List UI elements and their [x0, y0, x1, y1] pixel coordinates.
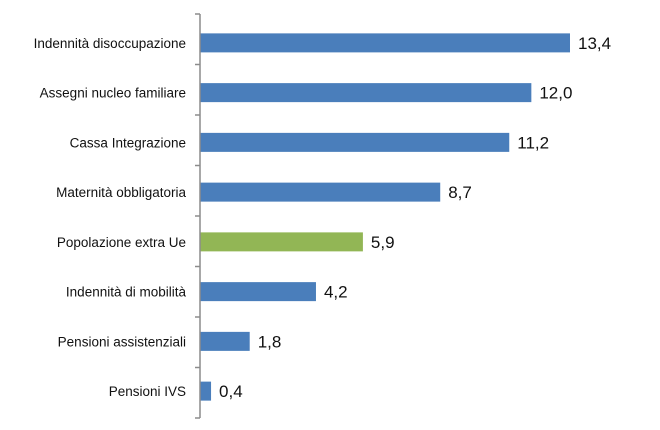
value-label: 0,4 [219, 382, 243, 401]
value-label: 1,8 [258, 332, 282, 351]
bar-8 [200, 381, 212, 401]
value-label: 11,2 [517, 133, 549, 152]
category-label: Indennità di mobilità [66, 285, 187, 300]
value-label: 12,0 [539, 84, 572, 103]
category-label: Pensioni assistenziali [58, 334, 186, 349]
category-axis [195, 13, 201, 419]
bar-5 [200, 232, 363, 252]
bar-2 [200, 83, 532, 103]
category-label: Popolazione extra Ue [57, 235, 186, 250]
bar-6 [200, 282, 316, 302]
labels-layer: Indennità disoccupazione 13,4 Assegni nucl… [34, 34, 611, 401]
category-label: Cassa Integrazione [70, 135, 186, 150]
value-label: 4,2 [324, 283, 348, 302]
value-label: 8,7 [448, 183, 472, 202]
bar-4 [200, 182, 441, 202]
category-label: Pensioni IVS [109, 384, 186, 399]
bars-layer [200, 33, 570, 401]
category-label: Maternità obbligatoria [56, 185, 186, 200]
value-label: 13,4 [578, 34, 611, 53]
bar-1 [200, 33, 570, 53]
bar-7 [200, 331, 250, 351]
category-label: Indennità disoccupazione [34, 36, 186, 51]
value-label: 5,9 [371, 233, 395, 252]
category-label: Assegni nucleo familiare [40, 86, 186, 101]
bar-3 [200, 132, 510, 152]
